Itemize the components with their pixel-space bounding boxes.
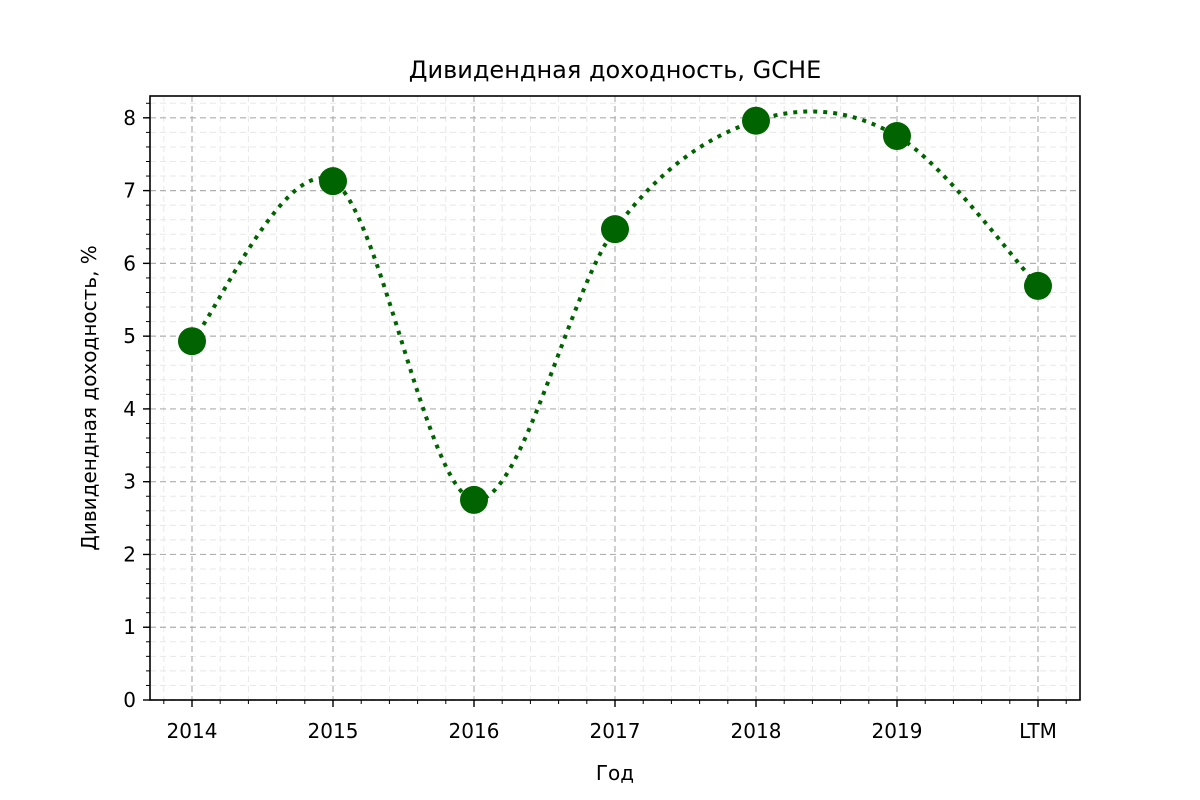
chart-title: Дивидендная доходность, GCHE bbox=[409, 56, 821, 84]
y-tick-label: 2 bbox=[123, 542, 136, 566]
x-axis-label: Год bbox=[596, 761, 634, 785]
x-tick-label: LTM bbox=[1019, 719, 1057, 743]
data-point-2017 bbox=[601, 215, 629, 244]
y-tick-label: 5 bbox=[123, 324, 136, 348]
data-point-LTM bbox=[1024, 271, 1052, 300]
y-tick-label: 8 bbox=[123, 106, 136, 130]
data-point-2015 bbox=[319, 167, 347, 196]
data-point-2016 bbox=[460, 485, 488, 514]
y-axis-label: Дивидендная доходность, % bbox=[77, 245, 101, 551]
x-tick-label: 2017 bbox=[590, 719, 641, 743]
data-point-2019 bbox=[883, 122, 911, 151]
y-tick-label: 0 bbox=[123, 688, 136, 712]
x-tick-label: 2019 bbox=[872, 719, 923, 743]
data-point-2014 bbox=[178, 327, 206, 356]
y-tick-label: 3 bbox=[123, 470, 136, 494]
x-tick-label: 2015 bbox=[308, 719, 359, 743]
y-tick-label: 4 bbox=[123, 397, 136, 421]
y-tick-label: 1 bbox=[123, 615, 136, 639]
y-tick-label: 7 bbox=[123, 179, 136, 203]
data-point-2018 bbox=[742, 106, 770, 135]
y-tick-label: 6 bbox=[123, 251, 136, 275]
x-tick-label: 2014 bbox=[167, 719, 218, 743]
x-tick-label: 2018 bbox=[731, 719, 782, 743]
x-tick-label: 2016 bbox=[449, 719, 500, 743]
